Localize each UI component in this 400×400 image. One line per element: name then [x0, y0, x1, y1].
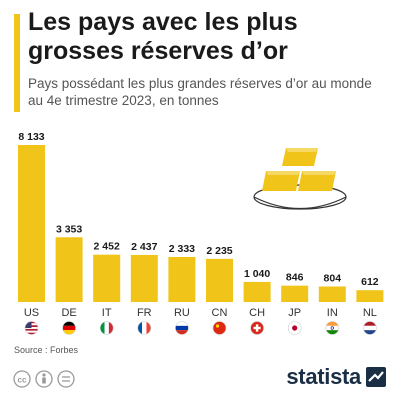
bar-it	[93, 254, 121, 302]
cn-flag-icon	[212, 321, 227, 335]
category-label: NL	[363, 307, 377, 319]
bar-chart: 8 133 US 3 353 DE 2 452 IT 2 437 FR 2 333 RU 2 235…	[18, 131, 384, 335]
statista-logo-icon	[366, 367, 386, 387]
category-label: CH	[249, 307, 265, 319]
fr-flag-icon	[137, 321, 152, 335]
page-subtitle: Pays possédant les plus grandes réserves…	[28, 76, 372, 108]
ch-flag-icon	[250, 321, 264, 335]
category-label: IN	[327, 307, 338, 319]
page-title: Les pays avec les plus grosses réserves …	[28, 8, 298, 65]
source-note: Source : Forbes	[14, 345, 79, 355]
gold-bars-illustration	[253, 148, 347, 210]
category-label: IT	[102, 307, 112, 319]
category-label: RU	[174, 307, 190, 319]
bar-fr	[130, 254, 158, 302]
value-label: 2 452	[94, 241, 120, 253]
title-accent-bar	[14, 14, 20, 112]
category-label: FR	[137, 307, 152, 319]
ru-flag-icon	[175, 321, 189, 335]
value-label: 2 437	[131, 241, 157, 253]
value-label: 2 333	[169, 243, 195, 255]
bar-ch	[243, 281, 271, 302]
us-flag-icon	[24, 321, 39, 335]
statista-logo: statista	[286, 364, 386, 390]
category-label: US	[24, 307, 39, 319]
attribution-icon	[35, 370, 53, 388]
value-label: 612	[361, 276, 379, 288]
bar-cn	[206, 258, 233, 302]
it-flag-icon	[99, 321, 114, 335]
bar-us	[18, 145, 45, 302]
bar-de	[55, 237, 83, 302]
in-flag-icon	[325, 321, 340, 335]
category-label: JP	[288, 307, 301, 319]
bar-jp	[281, 285, 309, 302]
category-label: CN	[212, 307, 228, 319]
license-icons: cc	[13, 370, 75, 388]
cc-icon: cc	[13, 370, 31, 388]
bar-nl	[356, 290, 384, 302]
value-label: 8 133	[18, 131, 44, 143]
value-label: 3 353	[56, 223, 82, 235]
value-label: 2 235	[206, 245, 232, 257]
bar-ru	[168, 256, 196, 302]
jp-flag-icon	[287, 321, 302, 335]
nl-flag-icon	[363, 321, 377, 335]
svg-text:cc: cc	[18, 376, 27, 385]
bar-in	[318, 286, 346, 302]
de-flag-icon	[62, 321, 76, 335]
brand-name: statista	[286, 364, 361, 389]
value-label: 846	[286, 272, 304, 284]
category-label: DE	[61, 307, 76, 319]
value-label: 1 040	[244, 268, 270, 280]
no-derivatives-icon	[57, 370, 75, 388]
value-label: 804	[324, 272, 342, 284]
